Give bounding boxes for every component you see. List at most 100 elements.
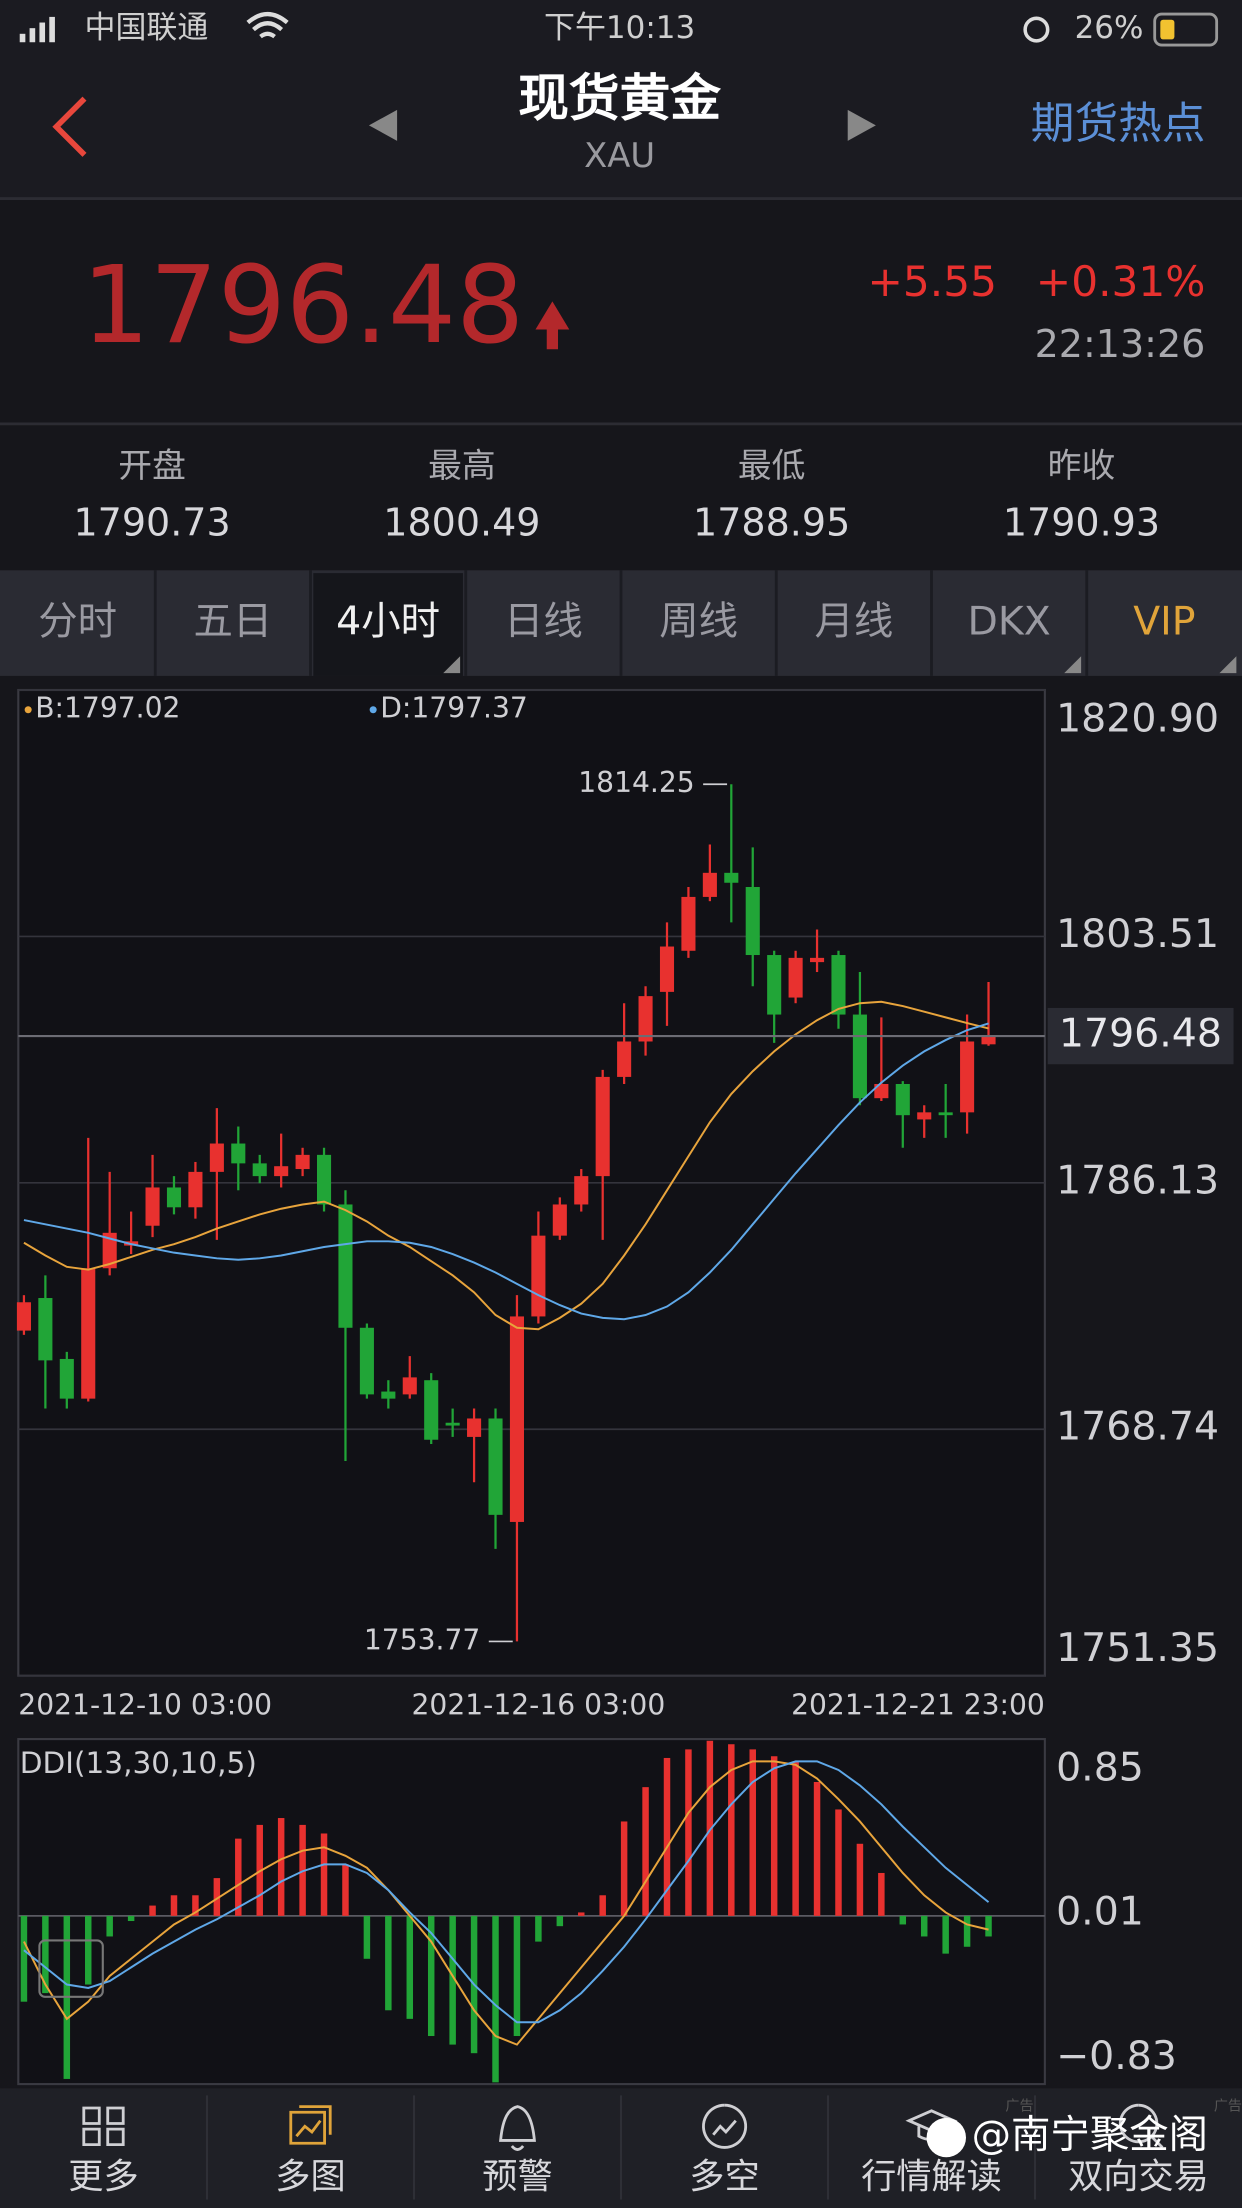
tab[interactable]: 周线: [659, 598, 738, 644]
ddi-bar: [663, 1757, 671, 1916]
candle-body: [552, 1204, 567, 1236]
candle-body: [617, 1041, 632, 1077]
candle-body: [188, 1171, 203, 1208]
ma-line: [23, 1022, 989, 1321]
ad-label: 广告: [1005, 2099, 1033, 2115]
stat-label: 昨收: [1048, 446, 1116, 485]
last-price: 1796.48: [82, 244, 525, 368]
carrier: 中国联通: [84, 10, 208, 46]
quote-time: 22:13:26: [1035, 322, 1206, 366]
title: 现货黄金: [518, 68, 721, 127]
nav-label[interactable]: 双向交易: [1068, 2156, 1209, 2197]
ddi-bar: [642, 1787, 649, 1916]
candle-body: [874, 1084, 889, 1099]
ddi-bar: [556, 1915, 564, 1927]
candle-body: [467, 1418, 482, 1437]
stat-value: 1800.49: [383, 501, 540, 545]
tab[interactable]: 月线: [814, 598, 893, 644]
y-tick-label: 1803.51: [1056, 911, 1219, 957]
ddi-bar: [578, 1912, 585, 1916]
tab[interactable]: 分时: [38, 598, 117, 644]
candle-body: [316, 1154, 332, 1205]
legend-label: B:1797.02: [35, 692, 180, 725]
ddi-bar: [620, 1821, 628, 1916]
back-button[interactable]: [52, 96, 87, 157]
ddi-line: [23, 1760, 989, 2046]
nav-label[interactable]: 多空: [689, 2156, 759, 2197]
candle-body: [531, 1235, 546, 1317]
stat-value: 1790.73: [73, 501, 230, 545]
ddi-bar: [899, 1915, 907, 1925]
watermark-icon: [926, 2117, 966, 2158]
ddi-bar: [513, 1915, 521, 2037]
ddi-bar: [427, 1915, 435, 2037]
candle-body: [252, 1163, 267, 1177]
next-button[interactable]: [847, 109, 876, 141]
y-tick-label: 0.01: [1056, 1889, 1144, 1935]
tab[interactable]: 日线: [504, 598, 583, 644]
current-price-label: 1796.48: [1059, 1011, 1222, 1057]
nav-label[interactable]: 预警: [482, 2156, 552, 2197]
ddi-bar: [385, 1915, 392, 2011]
tab[interactable]: 五日: [193, 598, 272, 644]
candle-body: [960, 1041, 975, 1113]
candle-body: [402, 1377, 417, 1395]
price-change: +5.55: [868, 257, 997, 306]
ddi-bar: [235, 1838, 242, 1916]
candle-body: [917, 1112, 932, 1120]
candle-body: [638, 996, 653, 1042]
candle-body: [209, 1143, 224, 1172]
candle-body: [810, 957, 825, 963]
ddi-bar: [85, 1915, 92, 1985]
ddi-bar: [320, 1833, 328, 1916]
ddi-bar: [963, 1915, 971, 1947]
subtitle: XAU: [584, 136, 655, 175]
candle-body: [852, 1014, 867, 1099]
ddi-line: [23, 1760, 990, 2024]
float-button[interactable]: [38, 1939, 104, 1998]
extreme-label: 1753.77: [364, 1623, 480, 1656]
candle-body: [788, 957, 803, 998]
nav-icon: [1118, 2103, 1164, 2149]
ddi-bar: [406, 1915, 414, 2019]
current-price-box: [1047, 1007, 1234, 1065]
tab[interactable]: DKX: [968, 598, 1051, 644]
candle-body: [595, 1076, 610, 1177]
wifi-icon: [246, 11, 289, 39]
candle-body: [724, 872, 739, 883]
legend-dot: [369, 706, 377, 714]
candle-body: [574, 1176, 589, 1205]
ddi-bar: [985, 1915, 992, 1937]
ddi-bar: [599, 1895, 606, 1916]
y-tick-label: 1820.90: [1056, 695, 1219, 741]
ddi-bar: [728, 1744, 735, 1916]
nav-label[interactable]: 更多: [68, 2156, 138, 2197]
candle-body: [895, 1084, 910, 1116]
tab-corner: [1219, 656, 1237, 674]
candle-body: [767, 955, 782, 1015]
candle-body: [745, 887, 760, 956]
ddi-bar: [535, 1915, 542, 1942]
up-arrow: [535, 301, 570, 350]
ddi-bar: [213, 1878, 221, 1916]
battery-level: [1160, 19, 1175, 40]
futures-link[interactable]: 期货热点: [1031, 99, 1206, 150]
nav-icon: [702, 2103, 748, 2149]
candle-body: [81, 1268, 96, 1399]
ddi-bar: [920, 1915, 928, 1937]
ddi-bar: [192, 1895, 199, 1916]
ddi-bar: [20, 1915, 28, 2002]
ddi-bar: [792, 1761, 799, 1916]
percent-change: +0.31%: [1036, 257, 1206, 306]
nav-label[interactable]: 多图: [275, 2156, 345, 2197]
top-bar: [0, 0, 1242, 198]
tab-selected-bg: [313, 573, 463, 676]
ddi-bar: [706, 1740, 714, 1916]
tab-corner: [1064, 656, 1082, 674]
nav-label[interactable]: 行情解读: [861, 2156, 1002, 2197]
prev-button[interactable]: [368, 109, 398, 141]
tab[interactable]: 4小时: [336, 598, 440, 644]
ad-label: 广告: [1214, 2099, 1242, 2115]
tab[interactable]: VIP: [1133, 598, 1195, 644]
candle-body: [145, 1187, 160, 1226]
